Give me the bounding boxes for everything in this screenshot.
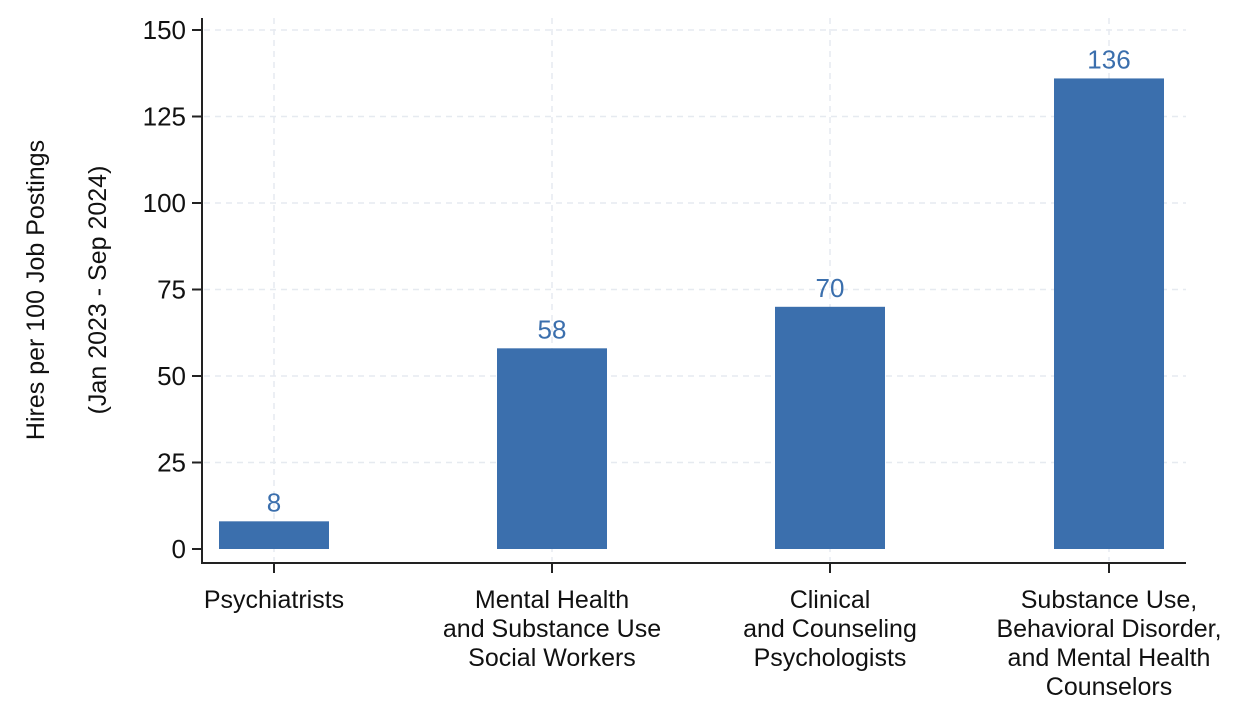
x-axis-categories: Psychiatrists Mental Health and Substance … <box>204 563 1222 701</box>
x-category-label-line: Counselors <box>1046 673 1172 701</box>
y-axis-title-line-1: (Jan 2023 - Sep 2024) <box>84 166 112 415</box>
x-category-label-line: and Mental Health <box>1008 644 1211 672</box>
bar-0 <box>219 521 329 549</box>
x-category-label-line: Psychiatrists <box>204 586 344 614</box>
y-tick-label-2: 50 <box>157 361 186 391</box>
bar-1 <box>497 348 607 549</box>
x-category-label-line: Social Workers <box>468 644 636 672</box>
y-tick-label-1: 25 <box>157 448 186 478</box>
y-tick-label-3: 75 <box>157 275 186 305</box>
bar-3 <box>1054 78 1164 549</box>
axes <box>201 18 1186 564</box>
data-label-2: 70 <box>816 273 845 303</box>
x-category-label-3: Substance Use, Behavioral Disorder, and Me… <box>996 586 1221 701</box>
bar-2 <box>775 306 885 549</box>
x-category-label-line: Clinical <box>790 586 871 614</box>
data-label-3: 136 <box>1087 44 1130 74</box>
y-tick-label-4: 100 <box>143 188 186 218</box>
grid-lines <box>204 18 1186 561</box>
data-label-0: 8 <box>267 487 281 517</box>
x-category-label-line: Psychologists <box>754 644 907 672</box>
y-axis-ticks: 0 25 50 75 100 125 150 <box>143 15 202 564</box>
bars <box>219 78 1164 549</box>
x-category-label-line: Mental Health <box>475 586 629 614</box>
x-category-label-line: Behavioral Disorder, <box>996 615 1221 643</box>
y-axis-title-line-0: Hires per 100 Job Postings <box>22 140 50 440</box>
x-category-label-line: and Counseling <box>743 615 917 643</box>
y-tick-label-6: 150 <box>143 15 186 45</box>
x-category-label-1: Mental Health and Substance Use Social Wor… <box>443 586 661 672</box>
x-category-label-line: and Substance Use <box>443 615 661 643</box>
data-labels: 8 58 70 136 <box>267 44 1131 517</box>
data-label-1: 58 <box>538 314 567 344</box>
x-category-label-0: Psychiatrists <box>204 586 344 614</box>
y-tick-label-0: 0 <box>172 534 186 564</box>
y-axis-title: Hires per 100 Job Postings (Jan 2023 - Se… <box>22 140 112 440</box>
x-category-label-2: Clinical and Counseling Psychologists <box>743 586 917 672</box>
x-category-label-line: Substance Use, <box>1021 586 1198 614</box>
y-tick-label-5: 125 <box>143 102 186 132</box>
